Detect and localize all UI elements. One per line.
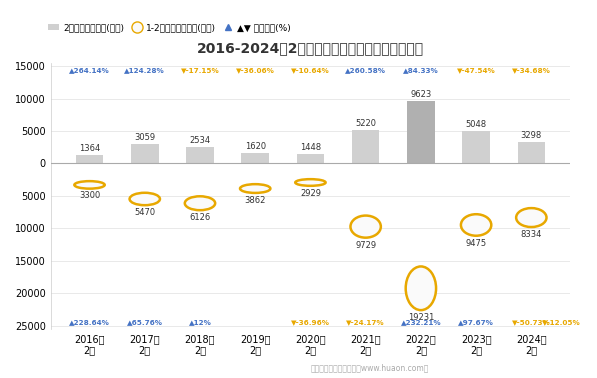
Text: ▼-24.17%: ▼-24.17% (346, 319, 385, 325)
Text: ▲232.21%: ▲232.21% (401, 319, 441, 325)
Text: ▼-36.96%: ▼-36.96% (291, 319, 330, 325)
Text: 9623: 9623 (410, 90, 432, 99)
Text: ▼-50.73%: ▼-50.73% (512, 319, 550, 325)
Text: 6126: 6126 (189, 213, 211, 222)
Text: 1364: 1364 (79, 144, 100, 153)
Ellipse shape (516, 208, 546, 227)
Bar (186, 147, 214, 163)
Text: 8334: 8334 (521, 230, 542, 239)
Text: 5220: 5220 (355, 119, 376, 128)
Bar (131, 144, 159, 163)
Text: 5470: 5470 (134, 208, 155, 217)
Bar (462, 131, 490, 163)
Text: 1448: 1448 (300, 144, 321, 152)
Text: 9475: 9475 (466, 239, 487, 248)
Text: ▲12%: ▲12% (189, 319, 211, 325)
Text: ▲260.58%: ▲260.58% (345, 67, 386, 73)
Text: 9729: 9729 (355, 240, 376, 249)
Bar (76, 155, 103, 163)
Text: 制图：华经产业研究院（www.huaon.com）: 制图：华经产业研究院（www.huaon.com） (311, 363, 429, 372)
Text: ▲124.28%: ▲124.28% (124, 67, 165, 73)
Legend: 2月期货成交金额(亿元), 1-2月期货成交金额(亿元), ▲▼ 同比增长(%): 2月期货成交金额(亿元), 1-2月期货成交金额(亿元), ▲▼ 同比增长(%) (45, 20, 294, 36)
Bar (352, 130, 380, 163)
Text: 19231: 19231 (408, 313, 434, 322)
Bar (241, 153, 269, 163)
Ellipse shape (296, 179, 325, 186)
Ellipse shape (130, 193, 160, 205)
Text: 1620: 1620 (245, 143, 266, 151)
Text: ▲84.33%: ▲84.33% (403, 67, 439, 73)
Text: ▲65.76%: ▲65.76% (127, 319, 163, 325)
Text: 2929: 2929 (300, 189, 321, 197)
Text: 3298: 3298 (521, 132, 542, 141)
Bar (518, 142, 545, 163)
Ellipse shape (240, 184, 270, 193)
Ellipse shape (406, 266, 436, 310)
Bar (297, 154, 324, 163)
Text: 5048: 5048 (466, 120, 487, 129)
Bar (407, 101, 435, 163)
Ellipse shape (461, 214, 491, 236)
Ellipse shape (75, 181, 104, 189)
Text: ▲228.64%: ▲228.64% (69, 319, 110, 325)
Ellipse shape (350, 215, 381, 238)
Text: ▼-47.54%: ▼-47.54% (457, 67, 496, 73)
Ellipse shape (185, 196, 215, 210)
Text: ▲97.67%: ▲97.67% (458, 319, 494, 325)
Text: 3862: 3862 (245, 196, 266, 204)
Text: 3300: 3300 (79, 191, 100, 200)
Text: 2534: 2534 (189, 136, 211, 146)
Text: ▼-12.05%: ▼-12.05% (542, 319, 581, 325)
Text: ▼-36.06%: ▼-36.06% (236, 67, 275, 73)
Text: ▼-17.15%: ▼-17.15% (181, 67, 219, 73)
Text: ▲264.14%: ▲264.14% (69, 67, 110, 73)
Title: 2016-2024年2月上海期货交易所铝期货成交金额: 2016-2024年2月上海期货交易所铝期货成交金额 (197, 41, 424, 55)
Text: 3059: 3059 (134, 133, 155, 142)
Text: ▼-10.64%: ▼-10.64% (291, 67, 330, 73)
Text: ▼-34.68%: ▼-34.68% (512, 67, 551, 73)
